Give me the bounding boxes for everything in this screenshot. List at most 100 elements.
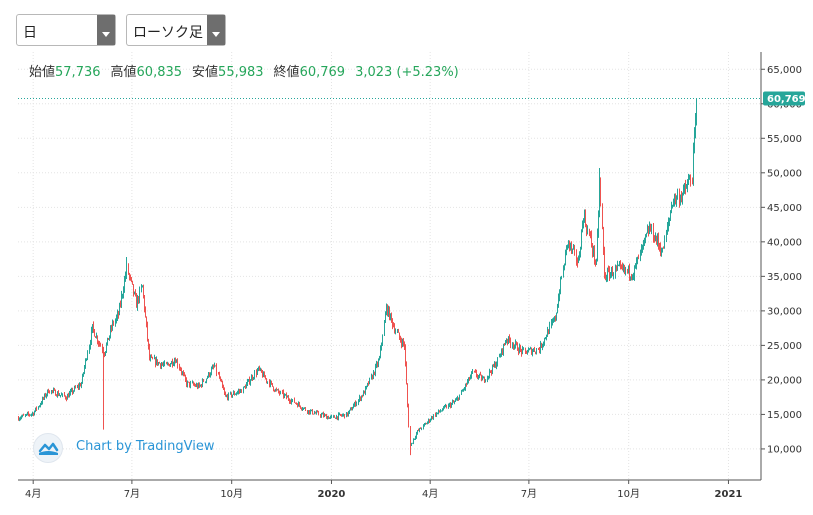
candle-body [618,265,619,267]
candle-body [424,423,425,425]
candle-body [371,376,372,378]
candle-body [406,363,407,385]
candle-body [172,361,173,366]
candle-body [631,276,632,278]
price-axis[interactable]: 10,000 15,000 20,000 25,000 30,000 35,000 40,0… [761,65,802,456]
candle-body [563,267,564,277]
candle-body [254,371,255,378]
candle-body [169,364,170,367]
candle-body [448,404,449,409]
candle-body [461,391,462,395]
candle-body [189,381,190,387]
candle-body [525,348,526,351]
candle-body [338,414,339,419]
candle-body [506,339,507,343]
candle-body [109,335,110,340]
candle-body [403,340,404,344]
candle-body [680,197,681,203]
candle-body [502,348,503,353]
candle-body [45,394,46,397]
candle-body [600,181,601,205]
candle-body [212,366,213,369]
candle-body [91,330,92,343]
candle-body [589,229,590,235]
candle-body [553,320,554,322]
y-tick-label: 55,000 [767,134,802,145]
candle-body [253,377,254,379]
candle-body [239,390,240,392]
candle-body [442,409,443,411]
candle-body [53,389,54,392]
candle-body [666,233,667,237]
candle-body [384,322,385,336]
candle-body [20,417,21,419]
candle-body [202,380,203,387]
candle-body [38,406,39,409]
time-axis[interactable]: 4月 7月 10月 2020 4月 7月 10月 2021 [25,480,742,500]
candle-body [64,393,65,396]
candle-body [408,405,409,427]
candle-body [347,412,348,416]
candle-body [467,381,468,385]
candle-body [23,415,24,416]
interval-select[interactable]: 日 [16,14,116,46]
candle-body [325,414,326,416]
candle-body [168,363,169,365]
candle-body [159,362,160,364]
candle-body [439,410,440,412]
candle-body [483,377,484,379]
candle-body [465,384,466,389]
candle-body [282,391,283,393]
candle-body [176,360,177,363]
x-tick-label: 7月 [124,488,140,500]
candle-body [245,386,246,389]
candle-body [444,406,445,408]
candle-body [156,359,157,365]
candle-body [410,426,411,446]
candle-body [492,365,493,373]
candle-body [302,409,303,410]
candle-body [629,266,630,277]
candle-body [372,376,373,379]
candle-body [349,409,350,413]
candle-body [564,265,565,268]
chart-type-select[interactable]: ローソク足 [126,14,226,46]
candle-body [542,344,543,348]
chevron-down-icon[interactable] [207,15,225,45]
candle-body [605,274,606,279]
candle-body [462,390,463,392]
candle-body [39,406,40,407]
candle-body [344,414,345,418]
candle-body [343,414,344,415]
candle-body [469,377,470,380]
close-value: 60,769 [299,65,346,80]
candle-body [475,371,476,373]
candle-body [672,205,673,207]
candle-body [241,389,242,393]
candle-body [352,408,353,411]
candle-body [277,389,278,391]
candle-body [478,375,479,378]
candle-body [636,261,637,265]
candle-body [529,348,530,350]
candle-body [92,324,93,331]
candle-body [316,411,317,414]
y-tick-label: 50,000 [767,168,802,179]
chevron-down-icon[interactable] [97,15,115,45]
candle-body [333,415,334,417]
candle-body [463,389,464,391]
x-tick-label: 4月 [422,488,438,500]
candle-body [267,381,268,383]
candle-body [428,419,429,422]
y-tick-label: 25,000 [767,341,802,352]
candle-body [470,376,471,380]
candle-body [77,385,78,388]
candle-body [330,416,331,418]
candle-body [227,395,228,399]
grid-lines [18,52,761,480]
candle-body [565,252,566,266]
candle-body [496,364,497,368]
candle-body [193,382,194,385]
x-tick-label: 4月 [25,488,41,500]
